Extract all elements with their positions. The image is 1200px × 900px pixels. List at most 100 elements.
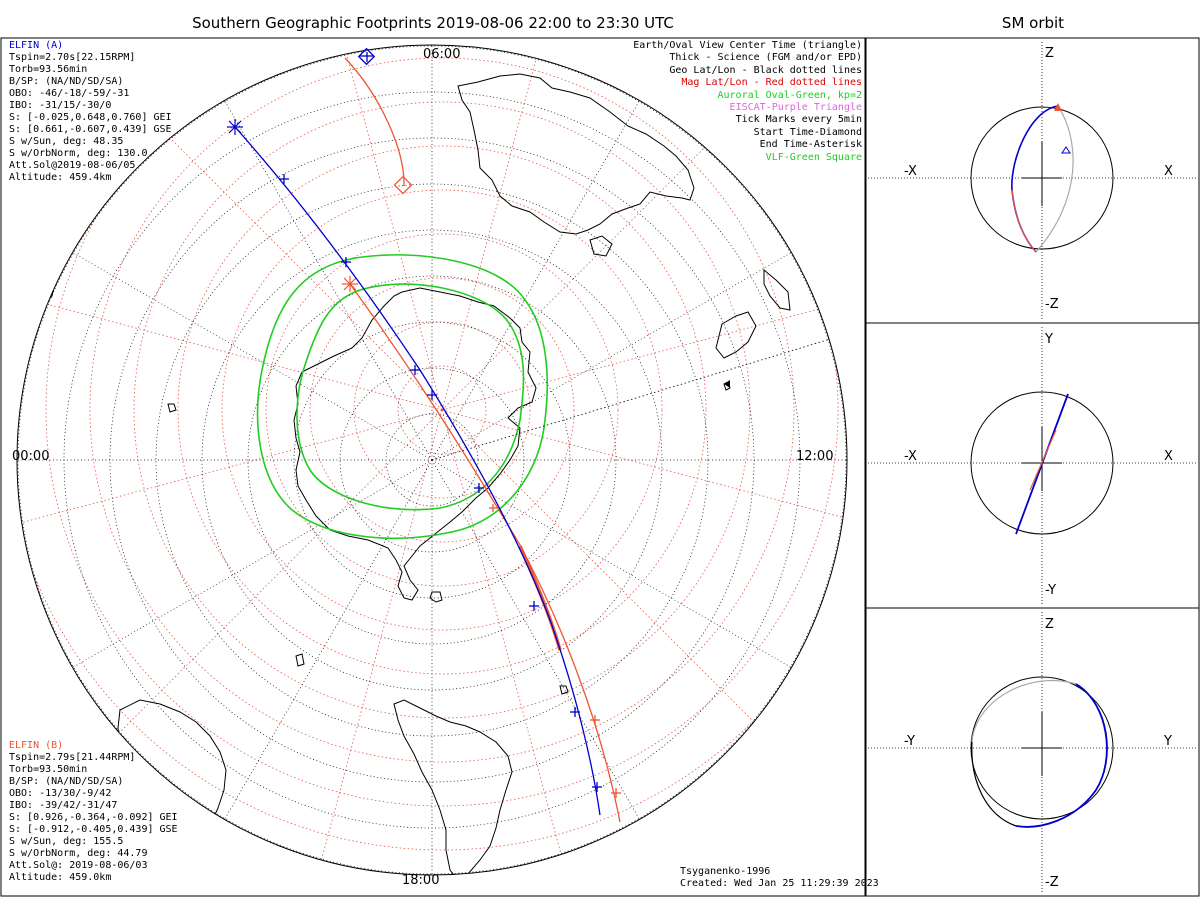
falklands-coast (429, 591, 443, 603)
tasmania-coast (589, 235, 613, 257)
mag-lat-circle (89, 57, 795, 763)
mag-meridian (441, 409, 847, 540)
elfin-b-path (344, 57, 621, 823)
created-label: Created: Wed Jan 25 11:29:39 2023 (680, 878, 879, 889)
sm3-v-pos: Z (1045, 617, 1054, 632)
elfin-a-end-asterisk (227, 119, 243, 135)
antarctica-coast (293, 287, 537, 601)
australia-coast (457, 73, 695, 235)
mag-meridian (441, 280, 847, 411)
sm-frame (865, 37, 1200, 897)
island-2 (295, 653, 305, 667)
elfin-a-info-line-1: Tspin=2.70s[22.15RPM] (9, 52, 136, 63)
elfin-a-info-line-4: OBO: -46/-18/-59/-31 (9, 88, 130, 99)
mag-meridian (441, 409, 572, 875)
mag-lat-circle (265, 233, 619, 587)
legend: Earth/Oval View Center Time (triangle) Th… (633, 40, 862, 164)
geo-lat-circle (201, 229, 663, 691)
auroral-ovals (256, 254, 549, 539)
elfin-b-info-line-11: Altitude: 459.0km (9, 872, 112, 883)
mag-meridian (312, 409, 443, 875)
auroral-oval-outer (256, 254, 549, 539)
plot-title: Southern Geographic Footprints 2019-08-0… (192, 14, 674, 32)
sm1-v-neg: -Z (1045, 297, 1059, 312)
geo-lat-circle (155, 183, 709, 737)
madagascar-coast (37, 247, 57, 303)
mlt-label-left: 00:00 (12, 449, 49, 464)
elfin-b-tick-marks (489, 504, 621, 798)
legend-item: Mag Lat/Lon - Red dotted lines (681, 77, 862, 89)
sm-panel-yz: -Y Y Z -Z (868, 612, 1198, 894)
elfin-b-track (342, 57, 621, 823)
mag-lat-circle (133, 101, 751, 719)
elfin-b-info-line-3: B/SP: (NA/ND/SD/SA) (9, 776, 124, 787)
elfin-a-tick-marks (279, 174, 602, 792)
map-frame (0, 37, 866, 897)
mag-meridian (17, 280, 443, 411)
elfin-b-info-line-4: OBO: -13/30/-9/42 (9, 788, 112, 799)
legend-item: Thick - Science (FGM and/or EPD) (669, 52, 862, 64)
elfin-b-info-line-7: S: [-0.912,-0.405,0.439] GSE (9, 824, 178, 835)
legend-item: Tick Marks every 5min (735, 114, 862, 126)
sm-orbit-title: SM orbit (1001, 14, 1065, 32)
elfin-a-info-line-5: IBO: -31/15/-30/0 (9, 100, 112, 111)
geo-latlon-grid (17, 45, 847, 875)
sm-panel-xy: -X X Y -Y (868, 327, 1198, 604)
legend-item: VLF-Green Square (765, 151, 862, 163)
mag-meridian (88, 409, 443, 764)
island-1 (559, 685, 569, 695)
globe-boundary (16, 44, 848, 876)
elfin-a-info-line-3: B/SP: (NA/ND/SD/SA) (9, 76, 124, 87)
view-center-triangle (724, 380, 730, 388)
elfin-b-info-line-10: Att.Sol@: 2019-08-06/03 (9, 860, 148, 871)
elfin-a-info-line-11: Altitude: 459.4km (9, 172, 112, 183)
sm1-v-pos: Z (1045, 46, 1054, 61)
elfin-b-info-line-6: S: [0.926,-0.364,-0.092] GEI (9, 812, 178, 823)
sm3-h-pos: Y (1163, 734, 1172, 749)
legend-item: Start Time-Diamond (753, 126, 862, 138)
mlt-label-bottom: 18:00 (402, 873, 439, 888)
elfin-a-path (234, 126, 601, 816)
elfin-a-info-line-9: S w/OrbNorm, deg: 130.0 (9, 148, 148, 159)
legend-item: End Time-Asterisk (759, 139, 862, 151)
mag-meridian (441, 45, 572, 411)
polar-map (16, 44, 848, 876)
new-zealand-south-coast (715, 311, 757, 359)
elfin-a-info-line-10: Att.Sol@2019-08-06/05 (9, 160, 136, 171)
legend-item: Auroral Oval-Green, kp=2 (717, 89, 863, 101)
sm3-v-neg: -Z (1045, 875, 1059, 890)
elfin-b-info-line-0: ELFIN (B) (9, 740, 64, 751)
elfin-b-info: ELFIN (B) Tspin=2.79s[21.44RPM] Torb=93.50… (9, 740, 178, 884)
sm1-h-neg: -X (904, 164, 917, 179)
geo-meridian (59, 459, 433, 676)
elfin-a-info-line-7: S: [0.661,-0.607,0.439] GSE (9, 124, 172, 135)
geo-lat-circle (293, 321, 571, 599)
elfin-b-info-line-9: S w/OrbNorm, deg: 44.79 (9, 848, 148, 859)
elfin-a-track (227, 47, 602, 816)
elfin-b-info-line-8: S w/Sun, deg: 155.5 (9, 836, 124, 847)
elfin-b-end-asterisk (342, 276, 358, 292)
elfin-a-info-line-6: S: [-0.025,0.648,0.760] GEI (9, 112, 172, 123)
mag-meridian (17, 409, 443, 540)
mag-lat-circle (353, 321, 531, 499)
elfin-b-info-line-1: Tspin=2.79s[21.44RPM] (9, 752, 136, 763)
geo-lat-circle (247, 275, 617, 645)
sm-panel-xz: -X X Z -Z (868, 42, 1198, 320)
mlt-label-right: 12:00 (796, 449, 833, 464)
mag-lat-circle (45, 45, 839, 807)
sm3-h-neg: -Y (904, 734, 915, 749)
elfin-a-info-line-2: Torb=93.56min (9, 64, 88, 75)
sm1-h-pos: X (1164, 164, 1173, 179)
mag-meridian (441, 409, 796, 764)
elfin-b-info-line-2: Torb=93.50min (9, 764, 88, 775)
legend-item: Geo Lat/Lon - Black dotted lines (669, 64, 862, 76)
mlt-label-top: 06:00 (423, 47, 460, 62)
noon-meridian (431, 329, 847, 461)
sm2-h-neg: -X (904, 449, 917, 464)
elfin-a-info-line-8: S w/Sun, deg: 48.35 (9, 136, 124, 147)
mag-lat-circle (397, 365, 487, 455)
elfin-b-info-line-5: IBO: -39/42/-31/47 (9, 800, 118, 811)
new-zealand-north-coast (763, 268, 791, 311)
legend-item: Earth/Oval View Center Time (triangle) (633, 40, 862, 51)
